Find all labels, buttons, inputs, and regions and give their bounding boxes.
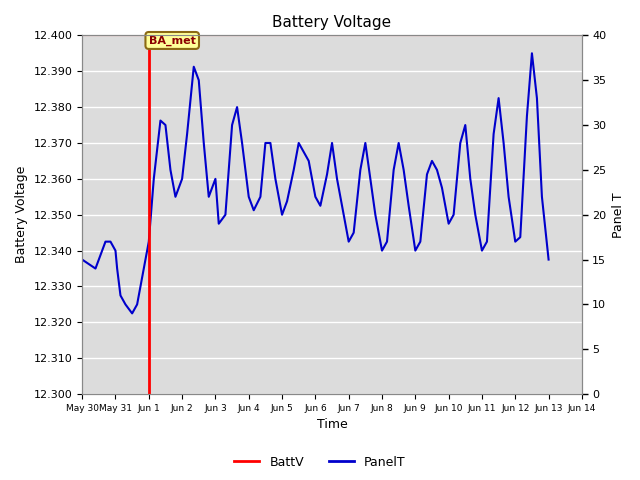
Legend: BattV, PanelT: BattV, PanelT [229, 451, 411, 474]
Title: Battery Voltage: Battery Voltage [273, 15, 392, 30]
Text: BA_met: BA_met [148, 36, 196, 46]
Y-axis label: Battery Voltage: Battery Voltage [15, 166, 28, 264]
Y-axis label: Panel T: Panel T [612, 192, 625, 238]
X-axis label: Time: Time [317, 419, 348, 432]
